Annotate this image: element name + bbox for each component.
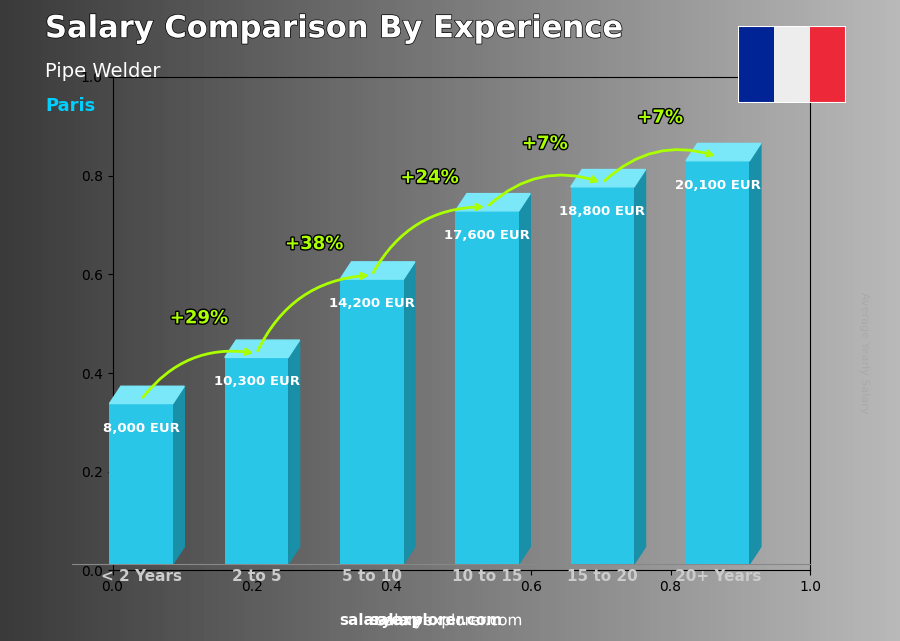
Polygon shape [225, 340, 300, 358]
Text: 14,200 EUR: 14,200 EUR [328, 297, 415, 310]
Bar [455, 211, 518, 564]
Text: +24%: +24% [400, 169, 458, 187]
Text: salary: salary [369, 613, 421, 628]
Polygon shape [403, 262, 415, 564]
Text: 10,300 EUR: 10,300 EUR [213, 376, 300, 388]
Bar [686, 161, 750, 564]
Bar [340, 279, 403, 564]
Polygon shape [340, 262, 415, 279]
Bar [774, 26, 810, 103]
Text: 20,100 EUR: 20,100 EUR [675, 179, 760, 192]
Bar [738, 26, 774, 103]
Polygon shape [571, 169, 645, 187]
Polygon shape [455, 194, 530, 211]
Polygon shape [173, 387, 184, 564]
Text: +29%: +29% [170, 310, 228, 328]
Polygon shape [686, 144, 760, 161]
Text: salaryexplorer.com: salaryexplorer.com [339, 613, 503, 628]
Text: 8,000 EUR: 8,000 EUR [103, 422, 180, 435]
Polygon shape [750, 144, 760, 564]
Text: Average Yearly Salary: Average Yearly Salary [859, 292, 869, 413]
Polygon shape [634, 169, 645, 564]
Polygon shape [288, 340, 300, 564]
Bar [571, 187, 634, 564]
Bar [810, 26, 846, 103]
Polygon shape [110, 387, 184, 404]
Bar [110, 404, 173, 564]
Polygon shape [518, 194, 530, 564]
Text: Salary Comparison By Experience: Salary Comparison By Experience [45, 14, 621, 44]
Text: salaryexplorer.com: salaryexplorer.com [377, 613, 523, 628]
Bar [225, 358, 288, 564]
Text: +7%: +7% [637, 108, 683, 127]
Text: Pipe Welder: Pipe Welder [45, 62, 160, 81]
Text: 18,800 EUR: 18,800 EUR [560, 205, 645, 218]
Text: +38%: +38% [285, 235, 343, 253]
Text: 17,600 EUR: 17,600 EUR [445, 229, 530, 242]
Text: Paris: Paris [45, 97, 95, 115]
Text: +7%: +7% [522, 135, 568, 153]
